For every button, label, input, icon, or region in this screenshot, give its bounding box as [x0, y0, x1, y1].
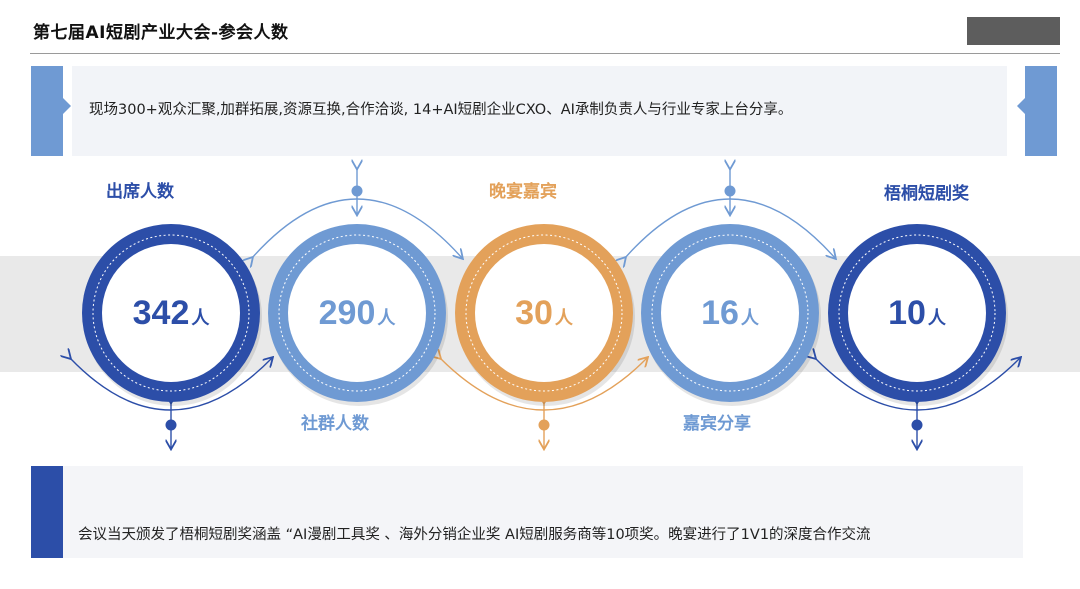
stat-label-attendance: 出席人数	[106, 182, 174, 202]
stat-label-banquet: 晚宴嘉宾	[489, 182, 557, 202]
connector-below-5	[815, 358, 1020, 448]
connector-below-3	[440, 358, 647, 448]
stat-ring-community: 290 人	[268, 224, 448, 406]
stat-value-community: 290 人	[319, 294, 397, 332]
stat-label-award: 梧桐短剧奖	[884, 184, 969, 204]
stat-label-community: 社群人数	[301, 414, 369, 434]
intro-accent-right	[1017, 66, 1057, 156]
intro-accent-left	[31, 66, 71, 156]
intro-text: 现场300+观众汇聚,加群拓展,资源互换,合作洽谈, 14+AI短剧企业CXO、…	[89, 102, 793, 118]
page-title: 第七届AI短剧产业大会-参会人数	[33, 23, 289, 43]
stat-label-speakers: 嘉宾分享	[683, 414, 751, 434]
stat-value-speakers: 16 人	[701, 294, 760, 332]
title-divider	[30, 53, 1060, 54]
stat-ring-attendance: 342 人	[82, 224, 262, 406]
connector-above-2	[252, 168, 462, 258]
summary-box	[63, 466, 1023, 558]
stat-ring-speakers: 16 人	[641, 224, 821, 406]
summary-text: 会议当天颁发了梧桐短剧奖涵盖 “AI漫剧工具奖 、海外分销企业奖 AI短剧服务商…	[78, 527, 871, 543]
header-decor-block	[967, 17, 1060, 45]
stat-value-award: 10 人	[888, 294, 947, 332]
stat-value-attendance: 342 人	[133, 294, 211, 332]
stat-value-banquet: 30 人	[515, 294, 574, 332]
connector-above-4	[625, 168, 835, 258]
summary-accent	[31, 466, 71, 558]
intro-box	[72, 66, 1007, 156]
stat-ring-banquet: 30 人	[455, 224, 635, 406]
connector-below-1	[70, 358, 272, 448]
stat-ring-award: 10 人	[828, 224, 1008, 406]
